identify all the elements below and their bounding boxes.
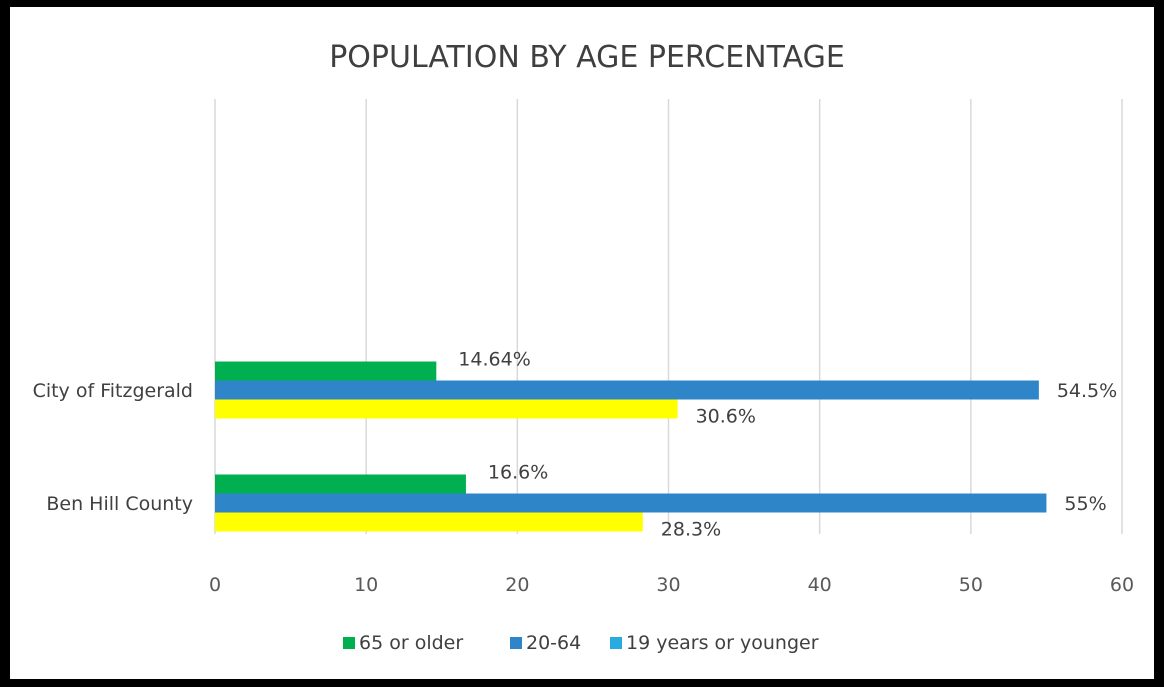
legend-swatch [610,637,622,649]
chart-panel: POPULATION BY AGE PERCENTAGE 14.64% 54.5%… [10,7,1154,679]
x-tick-label: 40 [808,574,832,596]
bar [215,380,1039,400]
x-tick-label: 60 [1110,574,1134,596]
axes: 0 10 20 30 40 50 60 City of Fitzgerald Ben Hill … [33,380,1135,596]
x-tick-label: 20 [505,574,529,596]
x-tick-label: 50 [959,574,983,596]
legend-label: 20-64 [526,632,581,654]
bar-chart: POPULATION BY AGE PERCENTAGE 14.64% 54.5%… [33,40,1135,654]
legend-label: 19 years or younger [626,632,819,654]
bar [215,493,1047,513]
bars [215,361,1047,532]
gridlines [214,99,1123,534]
category-label: City of Fitzgerald [33,380,193,402]
x-tick-label: 30 [656,574,680,596]
legend-label: 65 or older [359,632,463,654]
data-label: 54.5% [1057,380,1117,402]
x-tick-label: 10 [354,574,378,596]
bar [215,399,678,419]
data-label: 28.3% [661,519,721,541]
x-tick-label: 0 [209,574,221,596]
legend-swatch [343,637,355,649]
bar [215,474,466,494]
data-label: 16.6% [488,462,548,484]
data-label: 55% [1064,493,1106,515]
data-label: 30.6% [696,406,756,428]
bar [215,361,437,381]
chart-title: POPULATION BY AGE PERCENTAGE [329,40,845,75]
legend-swatch [510,637,522,649]
category-label: Ben Hill County [46,493,193,515]
data-labels: 14.64% 54.5% 30.6% 16.6% 55% 28.3% [458,349,1117,541]
bar [215,512,643,532]
legend: 65 or older 20-64 19 years or younger [343,632,819,654]
data-label: 14.64% [458,349,530,371]
